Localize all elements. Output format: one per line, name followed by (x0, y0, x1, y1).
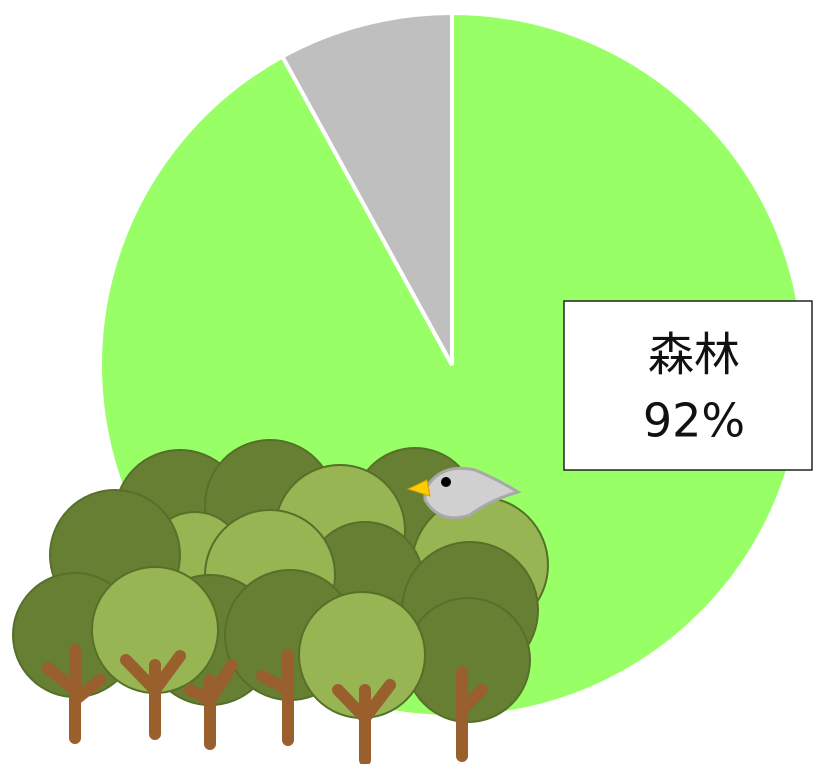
data-label: 森林 92% (564, 301, 812, 470)
value-label: 92% (643, 394, 745, 448)
category-label: 森林 (648, 328, 740, 382)
chart: 森林 92% (0, 0, 813, 764)
forest-illustration (13, 440, 548, 760)
